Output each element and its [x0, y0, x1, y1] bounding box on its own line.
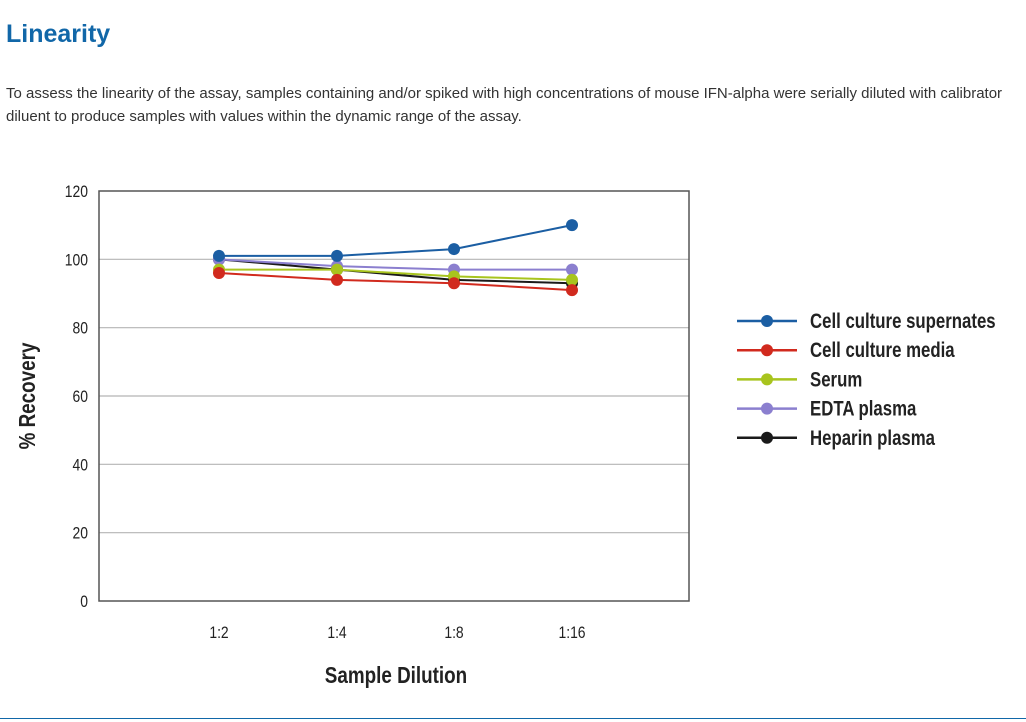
data-point [566, 273, 578, 286]
x-tick-label: 1:2 [209, 624, 228, 643]
data-point [213, 249, 225, 262]
y-tick-labels: 0 20 40 60 80 100 120 [65, 183, 89, 612]
y-axis-title: % Recovery [15, 342, 40, 449]
data-point [331, 249, 343, 262]
grid-layer [99, 258, 689, 534]
series-line [219, 224, 573, 257]
data-point [566, 284, 578, 297]
x-axis-title: Sample Dilution [325, 663, 467, 688]
x-tick-label: 1:8 [444, 624, 463, 643]
legend-label: Cell culture media [810, 340, 955, 363]
data-point [448, 243, 460, 256]
data-point [566, 219, 578, 232]
data-point [566, 263, 578, 276]
x-tick-label: 1:4 [327, 624, 347, 643]
legend-swatch-marker [761, 373, 773, 386]
legend-label: Heparin plasma [810, 427, 935, 450]
y-tick-label: 80 [73, 319, 89, 338]
y-tick-label: 120 [65, 183, 89, 202]
legend: Cell culture supernates Cell culture medi… [737, 310, 996, 450]
x-tick-label: 1:16 [558, 624, 585, 643]
legend-label: Serum [810, 369, 862, 392]
legend-item: EDTA plasma [737, 398, 917, 421]
legend-label: EDTA plasma [810, 398, 917, 421]
series-layer [213, 219, 578, 297]
x-tick-labels: 1:2 1:4 1:8 1:16 [209, 624, 585, 643]
y-tick-label: 100 [65, 251, 89, 270]
legend-item: Serum [737, 369, 862, 392]
data-point [448, 277, 460, 290]
y-tick-label: 40 [73, 456, 89, 475]
series-line [218, 258, 572, 271]
intro-paragraph: To assess the linearity of the assay, sa… [6, 85, 1003, 125]
series-heparin-plasma [213, 253, 578, 290]
bottom-divider [0, 718, 1026, 719]
legend-item: Heparin plasma [737, 427, 935, 450]
page-title: Linearity [6, 20, 111, 48]
legend-swatch-marker [761, 344, 773, 357]
legend-swatch-marker [761, 431, 773, 444]
legend-item: Cell culture media [737, 340, 955, 363]
data-point [331, 273, 343, 286]
series-cell-culture-supernates [213, 219, 578, 262]
legend-label: Cell culture supernates [810, 310, 996, 333]
legend-swatch-marker [761, 402, 773, 415]
data-point [213, 267, 225, 279]
data-point [331, 263, 343, 276]
series-line [219, 268, 573, 281]
legend-swatch-marker [761, 315, 773, 327]
series-line [218, 272, 573, 292]
plot-frame [98, 190, 690, 602]
y-tick-label: 60 [73, 388, 89, 407]
y-tick-label: 0 [80, 593, 88, 612]
y-tick-label: 20 [73, 524, 89, 543]
legend-item: Cell culture supernates [737, 310, 996, 334]
series-cell-culture-media [213, 267, 578, 297]
series-line [218, 258, 573, 285]
